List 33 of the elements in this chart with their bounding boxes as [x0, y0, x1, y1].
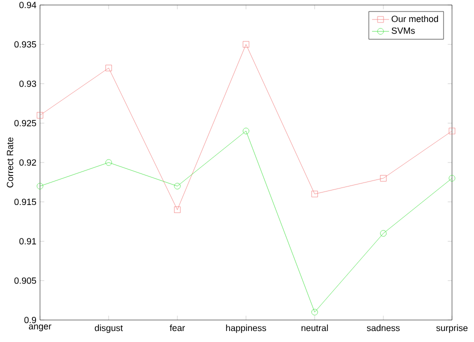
- x-tick-label: disgust: [94, 324, 123, 333]
- legend-label: SVMs: [392, 27, 415, 34]
- point: [311, 308, 318, 316]
- x-tick-label: happiness: [226, 324, 266, 333]
- point: [105, 64, 112, 72]
- point: [105, 159, 112, 166]
- y-tick-label: 0.9: [24, 316, 36, 324]
- y-tick-label: 0.94: [19, 2, 36, 8]
- point: [380, 175, 387, 182]
- point: [36, 112, 44, 118]
- point: [36, 182, 44, 190]
- point: [174, 206, 181, 213]
- x-tick-label: surprise: [436, 324, 468, 333]
- y-tick-label: 0.93: [19, 80, 36, 87]
- point: [448, 128, 456, 134]
- point: [448, 175, 456, 182]
- y-axis-title: Correct Rate: [6, 137, 14, 188]
- y-tick-label: 0.905: [14, 277, 36, 284]
- point: [380, 230, 387, 237]
- point: [242, 128, 250, 134]
- legend-label: Our method: [392, 15, 438, 22]
- point: [311, 190, 318, 198]
- y-tick-label: 0.91: [19, 238, 36, 244]
- x-tick-label: sadness: [366, 324, 400, 332]
- point: [242, 41, 250, 48]
- y-tick-label: 0.915: [14, 198, 36, 206]
- x-tick-label: anger: [28, 324, 52, 332]
- point: [174, 182, 181, 190]
- x-tick-label: fear: [170, 324, 185, 332]
- y-tick-label: 0.925: [14, 120, 36, 126]
- y-tick-label: 0.935: [14, 41, 36, 48]
- y-tick-label: 0.92: [19, 159, 36, 166]
- x-tick-label: neutral: [302, 324, 328, 332]
